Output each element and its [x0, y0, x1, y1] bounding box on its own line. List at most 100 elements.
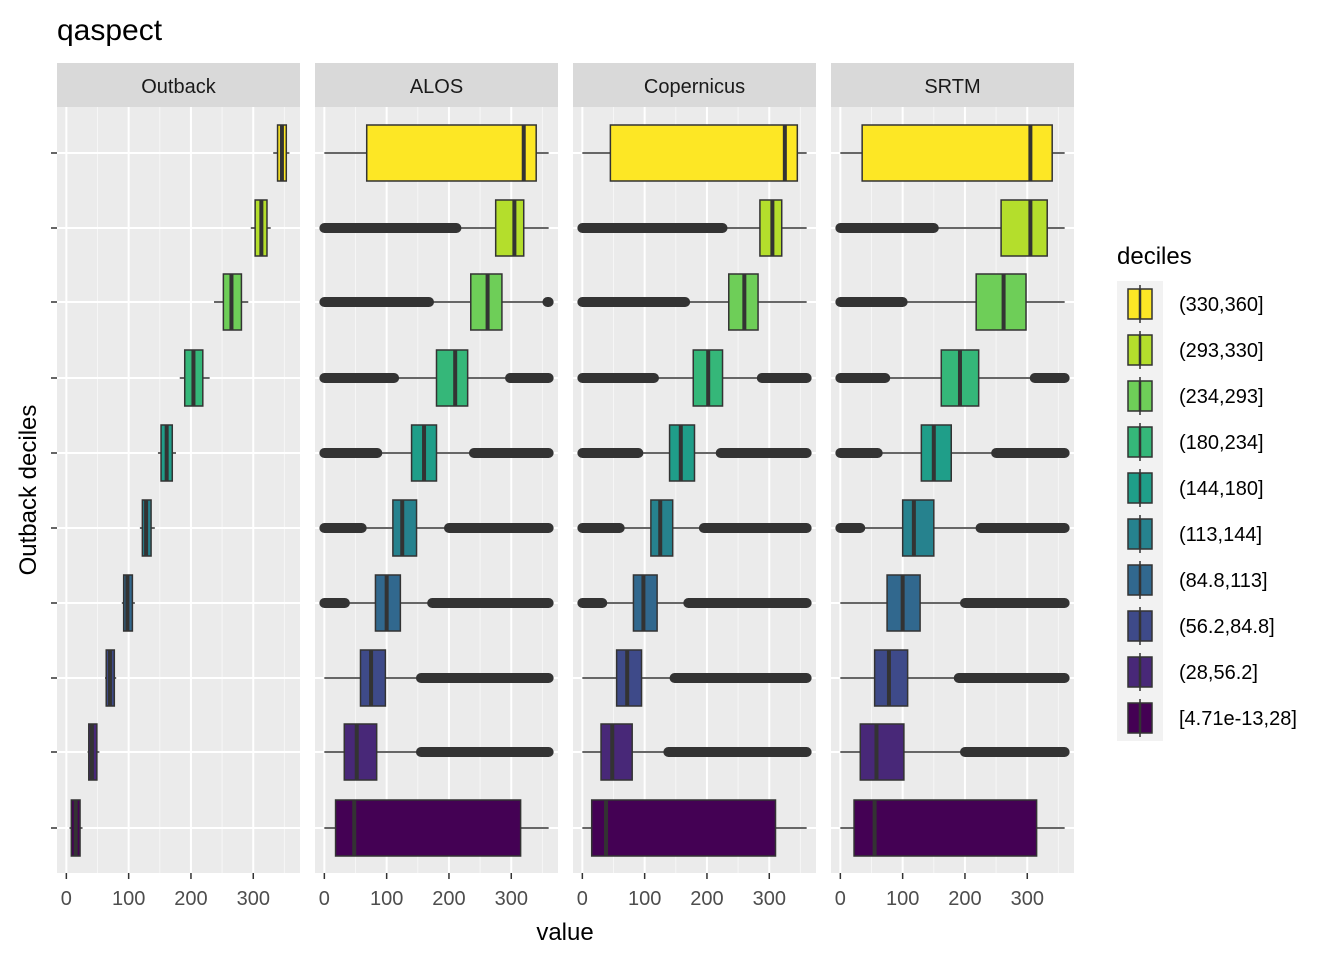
box-iqr	[392, 499, 418, 557]
boxplot-srtm-decile-4	[840, 574, 1070, 632]
legend-label: [4.71e-13,28]	[1179, 708, 1297, 730]
boxplot-srtm-decile-1	[840, 799, 1065, 857]
boxplot-copernicus-decile-4	[577, 574, 812, 632]
legend-label: (56.2,84.8]	[1179, 616, 1275, 638]
x-tick-label: 200	[690, 888, 723, 910]
box-iqr	[435, 349, 469, 407]
boxplot-alos-decile-7	[319, 349, 554, 407]
boxplot-srtm-decile-5	[835, 499, 1070, 557]
x-tick-label: 0	[319, 888, 330, 910]
x-tick-label: 0	[61, 888, 72, 910]
x-tick-label: 200	[432, 888, 465, 910]
boxplot-outback-decile-10	[273, 124, 290, 182]
legend-item-2: (293,330]	[1127, 331, 1264, 369]
legend-title: deciles	[1117, 243, 1192, 270]
box-iqr	[600, 723, 633, 781]
boxplot-srtm-decile-8	[835, 273, 1065, 331]
x-axis-label: value	[536, 919, 593, 946]
legend-label: (234,293]	[1179, 386, 1264, 408]
boxplot-alos-decile-3	[324, 649, 554, 707]
box-iqr	[590, 799, 777, 857]
x-tick-label: 200	[174, 888, 207, 910]
x-tick-label: 100	[112, 888, 145, 910]
legend-label: (144,180]	[1179, 478, 1264, 500]
x-tick-label: 300	[1011, 888, 1044, 910]
boxplot-copernicus-decile-10	[582, 124, 807, 182]
boxplot-outback-decile-2	[87, 723, 100, 781]
boxplot-outback-decile-9	[250, 199, 271, 257]
boxplot-alos-decile-1	[324, 799, 549, 857]
box-iqr	[861, 124, 1053, 182]
box-iqr	[343, 723, 378, 781]
boxplot-alos-decile-5	[319, 499, 554, 557]
legend-item-8: (56.2,84.8]	[1127, 607, 1275, 645]
boxplot-copernicus-decile-5	[577, 499, 812, 557]
legend-label: (84.8,113]	[1179, 570, 1268, 592]
boxplot-srtm-decile-2	[840, 723, 1070, 781]
x-tick-label: 200	[948, 888, 981, 910]
boxplot-copernicus-decile-8	[577, 273, 807, 331]
boxplot-copernicus-decile-6	[577, 424, 812, 482]
boxplot-outback-decile-5	[139, 499, 155, 557]
legend-item-4: (180,234]	[1127, 423, 1264, 461]
boxplot-copernicus-decile-3	[582, 649, 812, 707]
legend-label: (293,330]	[1179, 340, 1264, 362]
facet-strip	[573, 63, 816, 107]
boxplot-copernicus-decile-9	[577, 199, 807, 257]
boxplot-copernicus-decile-1	[582, 799, 807, 857]
box-iqr	[859, 723, 905, 781]
facet-strip	[831, 63, 1074, 107]
legend-item-6: (113,144]	[1127, 515, 1262, 553]
facet-strip-label: Copernicus	[644, 76, 745, 98]
boxplot-alos-decile-10	[324, 124, 549, 182]
facet-strip	[57, 63, 300, 107]
x-tick-label: 0	[835, 888, 846, 910]
x-tick-label: 0	[577, 888, 588, 910]
boxplot-alos-decile-4	[319, 574, 554, 632]
boxplot-outback-decile-4	[121, 574, 135, 632]
boxplot-srtm-decile-9	[835, 199, 1065, 257]
boxplot-alos-decile-2	[324, 723, 554, 781]
y-axis-label: Outback deciles	[15, 405, 42, 576]
legend-label: (28,56.2]	[1179, 662, 1258, 684]
chart-title: qaspect	[57, 14, 163, 47]
x-tick-label: 300	[237, 888, 270, 910]
panel-alos: ALOS 0 100 200 300	[315, 63, 558, 910]
legend-item-3: (234,293]	[1127, 377, 1264, 415]
boxplot-copernicus-decile-2	[582, 723, 812, 781]
legend-label: (180,234]	[1179, 432, 1264, 454]
legend-label: (113,144]	[1179, 524, 1262, 546]
legend-item-1: (330,360]	[1127, 285, 1264, 323]
legend-item-5: (144,180]	[1127, 469, 1264, 507]
boxplot-alos-decile-9	[319, 199, 549, 257]
boxplot-outback-decile-8	[214, 273, 249, 331]
box-iqr	[334, 799, 522, 857]
boxplot-outback-decile-7	[179, 349, 210, 407]
legend: (330,360] (293,330] (234,293] (180,234] (144…	[1117, 281, 1297, 741]
box-iqr	[494, 199, 525, 257]
boxplot-outback-decile-1	[69, 799, 83, 857]
legend-item-10: [4.71e-13,28]	[1127, 699, 1297, 737]
boxplot-srtm-decile-3	[840, 649, 1070, 707]
legend-label: (330,360]	[1179, 294, 1264, 316]
boxplot-outback-decile-3	[104, 649, 117, 707]
facet-strip	[315, 63, 558, 107]
legend-item-9: (28,56.2]	[1127, 653, 1258, 691]
boxplot-alos-decile-8	[319, 273, 554, 331]
x-tick-label: 300	[495, 888, 528, 910]
box-iqr	[901, 499, 935, 557]
box-iqr	[975, 273, 1027, 331]
boxplot-outback-decile-6	[157, 424, 177, 482]
box-iqr	[365, 124, 537, 182]
legend-item-7: (84.8,113]	[1127, 561, 1268, 599]
boxplot-srtm-decile-10	[840, 124, 1065, 182]
boxplot-copernicus-decile-7	[577, 349, 812, 407]
panel-copernicus: Copernicus 0 100 200 300	[573, 63, 816, 910]
facet-strip-label: SRTM	[924, 76, 980, 98]
boxplot-srtm-decile-7	[835, 349, 1070, 407]
boxplot-alos-decile-6	[319, 424, 554, 482]
box-iqr	[609, 124, 799, 182]
boxplot-srtm-decile-6	[835, 424, 1070, 482]
